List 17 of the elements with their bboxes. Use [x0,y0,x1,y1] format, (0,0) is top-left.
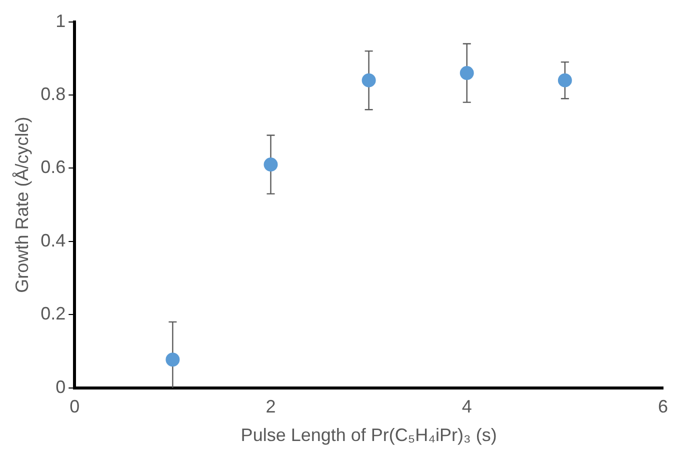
y-tick-label: 0.4 [40,230,66,250]
point [460,66,474,80]
x-tick-label: 2 [266,396,276,417]
point [264,158,278,172]
x-axis-title: Pulse Length of Pr(C₅H₄iPr)₃ (s) [240,425,497,446]
y-tick-label: 0.6 [40,157,66,178]
point [362,73,376,88]
y-axis-title: Growth Rate (Å/cycle) [12,116,32,293]
y-tick-label: 0.2 [40,304,66,324]
y-tick-label: 1 [56,10,66,31]
x-tick-label: 0 [70,396,80,417]
y-tick-label: 0.8 [40,84,66,104]
x-tick-label: 4 [462,396,472,417]
y-tick-label: 0 [56,376,66,397]
point [558,73,572,88]
point [166,352,180,367]
x-tick-label: 6 [658,396,668,417]
